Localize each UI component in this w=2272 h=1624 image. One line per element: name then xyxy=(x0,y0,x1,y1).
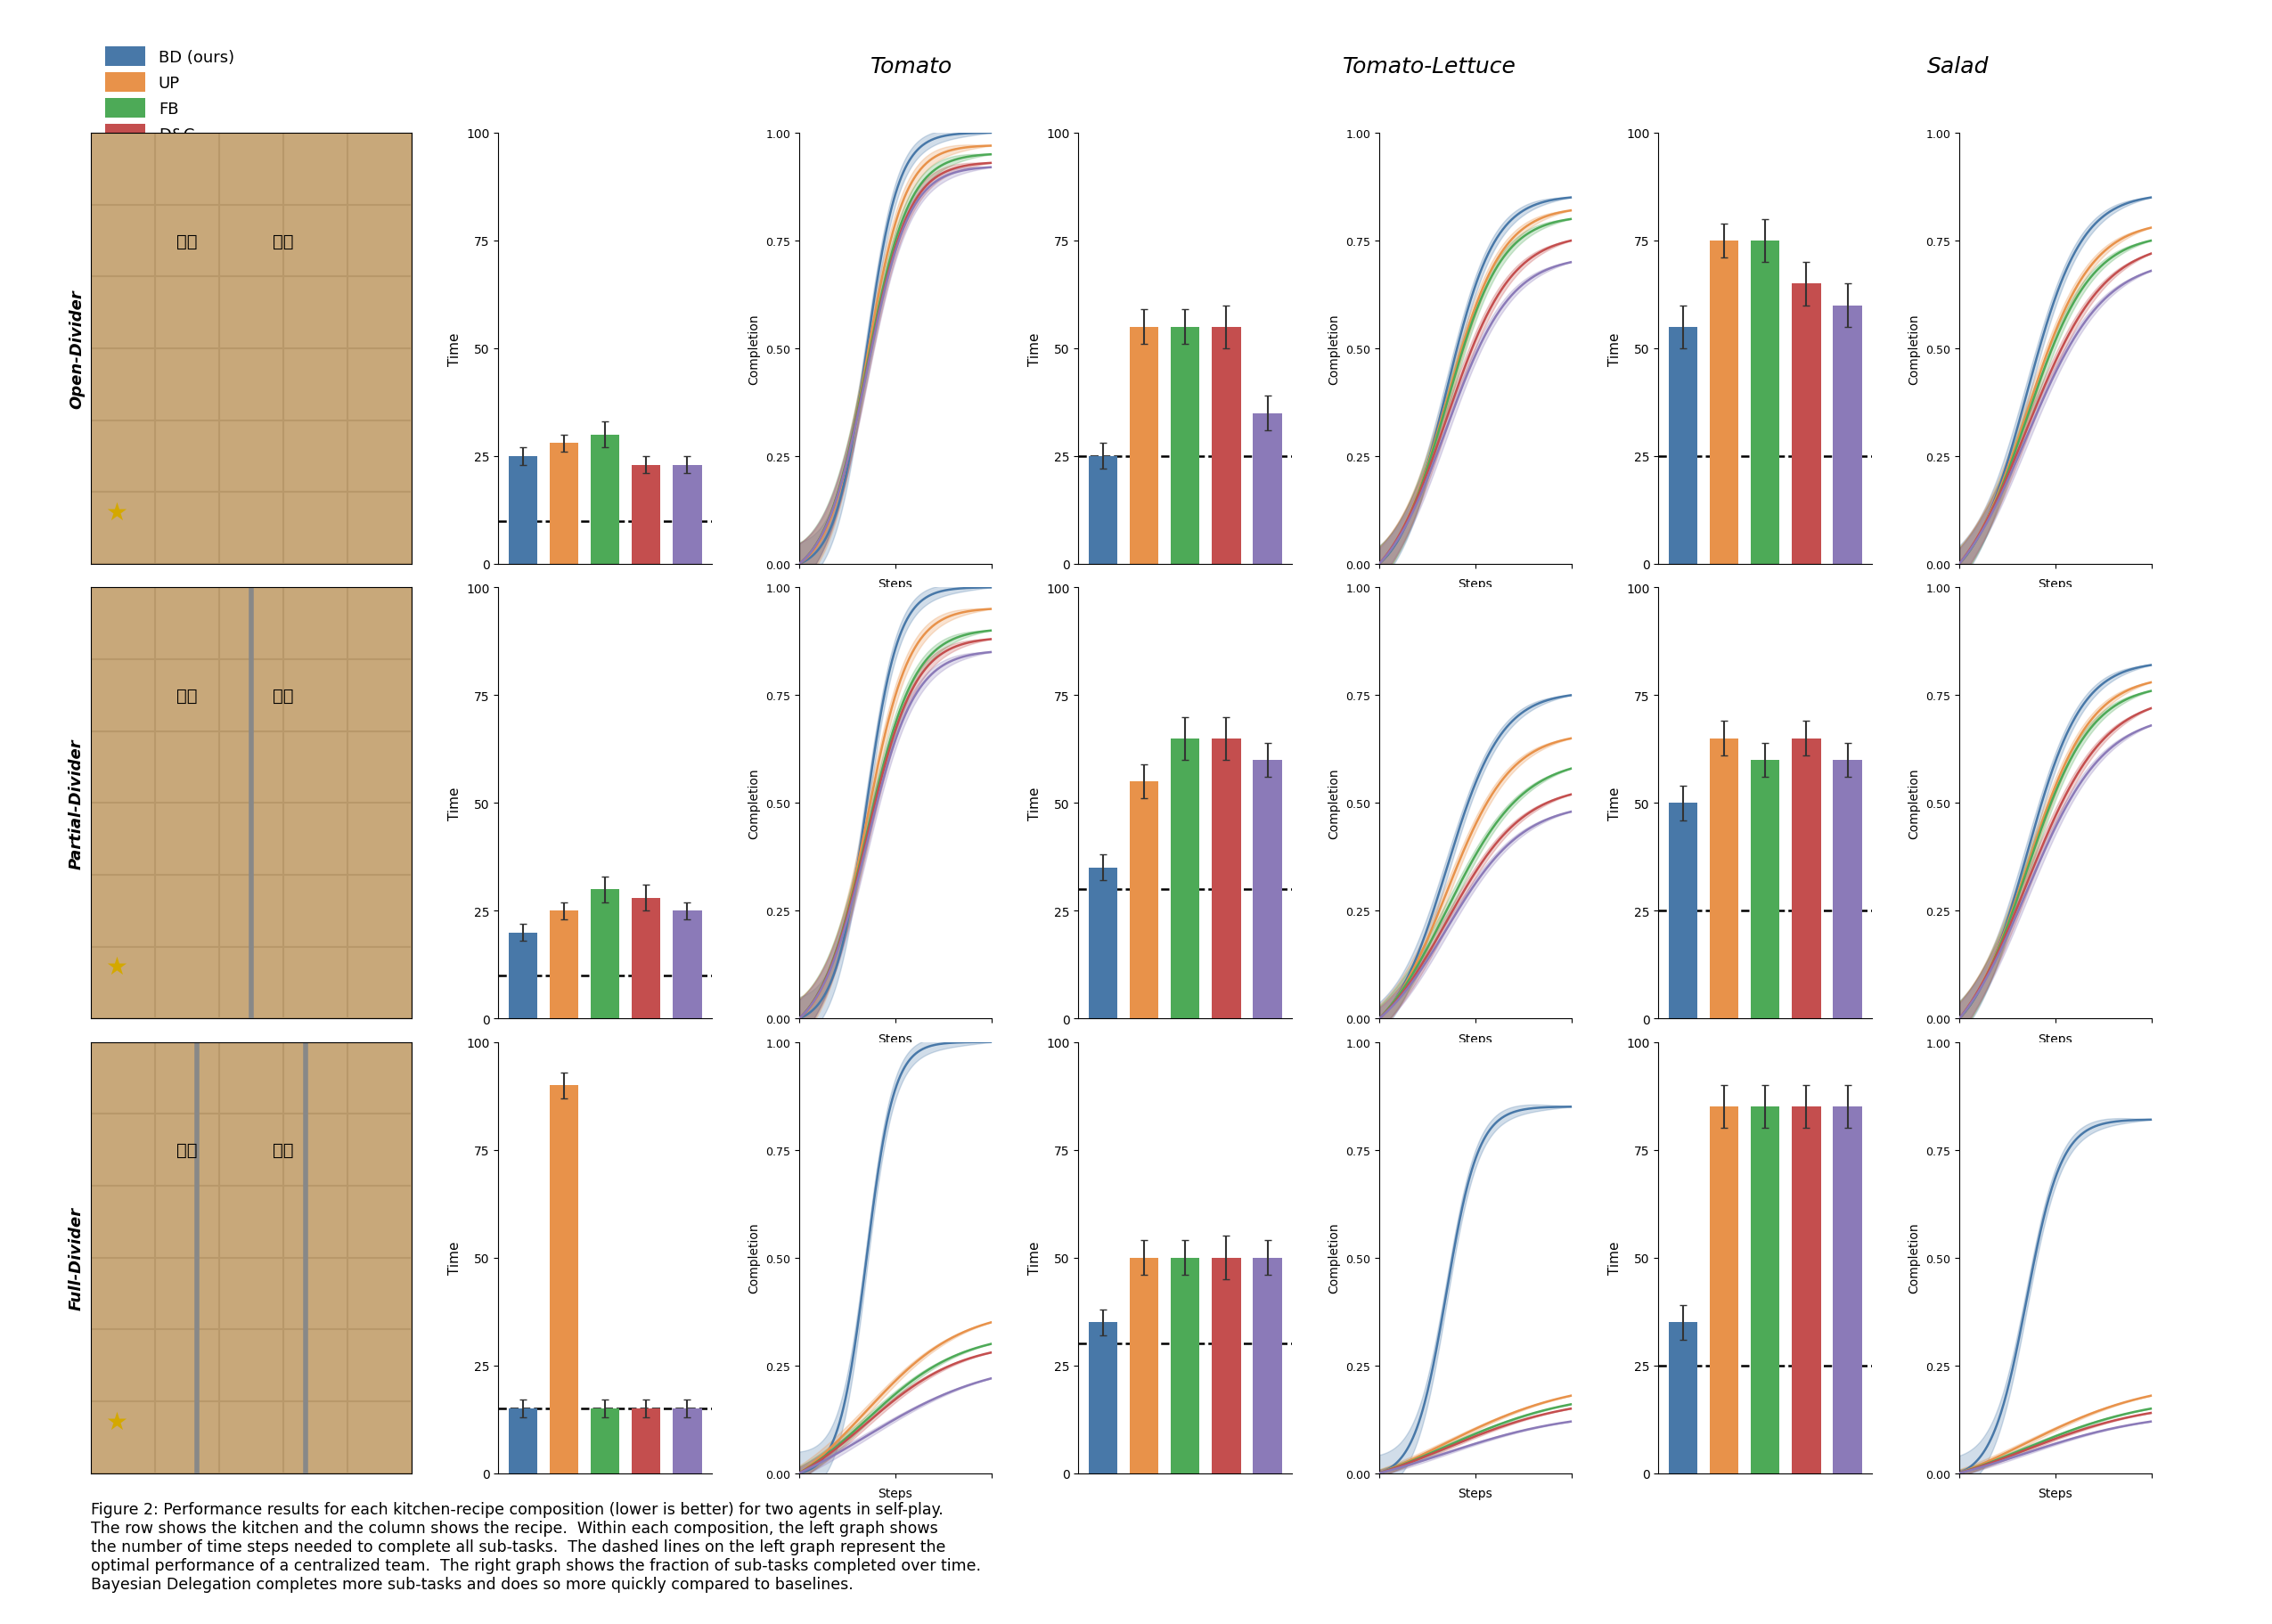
Y-axis label: Open-Divider: Open-Divider xyxy=(68,289,84,409)
Bar xyxy=(1088,1322,1118,1473)
Y-axis label: Completion: Completion xyxy=(747,1223,761,1293)
Bar xyxy=(1793,739,1820,1018)
Bar xyxy=(1129,781,1159,1018)
Y-axis label: Time: Time xyxy=(1027,1241,1041,1275)
Text: Figure 2: Performance results for each kitchen-recipe composition (lower is bett: Figure 2: Performance results for each k… xyxy=(91,1502,982,1592)
Bar xyxy=(1793,1108,1820,1473)
Y-axis label: Completion: Completion xyxy=(1908,768,1920,840)
Text: 👨‍🍳: 👨‍🍳 xyxy=(273,687,293,705)
Text: 👨‍🍳: 👨‍🍳 xyxy=(273,232,293,250)
Bar xyxy=(550,911,579,1018)
Bar xyxy=(1254,760,1281,1018)
Y-axis label: Time: Time xyxy=(1609,786,1622,820)
X-axis label: Steps: Steps xyxy=(2038,1033,2072,1044)
Bar xyxy=(1254,414,1281,565)
Bar xyxy=(632,1408,661,1473)
Bar xyxy=(1834,1108,1861,1473)
Bar xyxy=(1088,456,1118,565)
X-axis label: Steps: Steps xyxy=(877,1033,913,1044)
Bar xyxy=(673,911,702,1018)
Bar xyxy=(1170,328,1200,565)
Bar xyxy=(1211,328,1241,565)
X-axis label: Steps: Steps xyxy=(877,1488,913,1499)
Y-axis label: Completion: Completion xyxy=(1329,768,1340,840)
Y-axis label: Partial-Divider: Partial-Divider xyxy=(68,737,84,869)
Bar xyxy=(1129,1257,1159,1473)
Bar xyxy=(1752,242,1779,565)
Y-axis label: Time: Time xyxy=(1609,1241,1622,1275)
Bar xyxy=(1211,1257,1241,1473)
Y-axis label: Completion: Completion xyxy=(1329,313,1340,385)
Bar xyxy=(1670,1322,1697,1473)
Bar xyxy=(673,1408,702,1473)
Text: ★: ★ xyxy=(105,1410,127,1434)
Y-axis label: Time: Time xyxy=(1027,333,1041,365)
Bar xyxy=(632,898,661,1018)
Bar xyxy=(1211,739,1241,1018)
Bar xyxy=(1711,1108,1738,1473)
Text: 👨‍🍳: 👨‍🍳 xyxy=(177,232,198,250)
Bar xyxy=(509,456,538,565)
Text: Tomato-Lettuce: Tomato-Lettuce xyxy=(1343,55,1515,76)
Text: 👨‍🍳: 👨‍🍳 xyxy=(177,1142,198,1158)
Y-axis label: Completion: Completion xyxy=(747,313,761,385)
Bar xyxy=(509,932,538,1018)
Bar xyxy=(1129,328,1159,565)
Bar xyxy=(1711,739,1738,1018)
Y-axis label: Time: Time xyxy=(448,333,461,365)
Text: ★: ★ xyxy=(105,955,127,979)
Bar xyxy=(591,1408,620,1473)
Bar xyxy=(1170,739,1200,1018)
Text: 👨‍🍳: 👨‍🍳 xyxy=(177,687,198,705)
X-axis label: Steps: Steps xyxy=(2038,578,2072,591)
Bar xyxy=(550,1085,579,1473)
Text: Salad: Salad xyxy=(1927,55,1988,76)
Bar xyxy=(1752,1108,1779,1473)
Y-axis label: Completion: Completion xyxy=(1908,1223,1920,1293)
Y-axis label: Completion: Completion xyxy=(1329,1223,1340,1293)
Text: 👨‍🍳: 👨‍🍳 xyxy=(273,1142,293,1158)
Bar xyxy=(1254,1257,1281,1473)
Bar xyxy=(1752,760,1779,1018)
X-axis label: Steps: Steps xyxy=(1459,1488,1493,1499)
X-axis label: Steps: Steps xyxy=(2038,1488,2072,1499)
X-axis label: Steps: Steps xyxy=(1459,578,1493,591)
Y-axis label: Time: Time xyxy=(448,1241,461,1275)
Bar xyxy=(1670,804,1697,1018)
Legend: BD (ours), UP, FB, D&C, Greedy: BD (ours), UP, FB, D&C, Greedy xyxy=(100,41,241,177)
Bar xyxy=(1793,284,1820,565)
Bar xyxy=(591,890,620,1018)
Bar xyxy=(1834,305,1861,565)
Bar xyxy=(1834,760,1861,1018)
Text: Tomato: Tomato xyxy=(870,55,952,76)
Y-axis label: Time: Time xyxy=(1027,786,1041,820)
X-axis label: Steps: Steps xyxy=(1459,1033,1493,1044)
Bar xyxy=(509,1408,538,1473)
Bar xyxy=(550,443,579,565)
Y-axis label: Full-Divider: Full-Divider xyxy=(68,1207,84,1309)
Bar xyxy=(1670,328,1697,565)
Y-axis label: Completion: Completion xyxy=(1908,313,1920,385)
Bar xyxy=(1088,867,1118,1018)
Y-axis label: Completion: Completion xyxy=(747,768,761,840)
Bar xyxy=(591,435,620,565)
Y-axis label: Time: Time xyxy=(448,786,461,820)
Y-axis label: Time: Time xyxy=(1609,333,1622,365)
Bar xyxy=(1170,1257,1200,1473)
Bar xyxy=(673,466,702,565)
X-axis label: Steps: Steps xyxy=(877,578,913,591)
Text: ★: ★ xyxy=(105,500,127,525)
Bar xyxy=(1711,242,1738,565)
Bar xyxy=(632,466,661,565)
